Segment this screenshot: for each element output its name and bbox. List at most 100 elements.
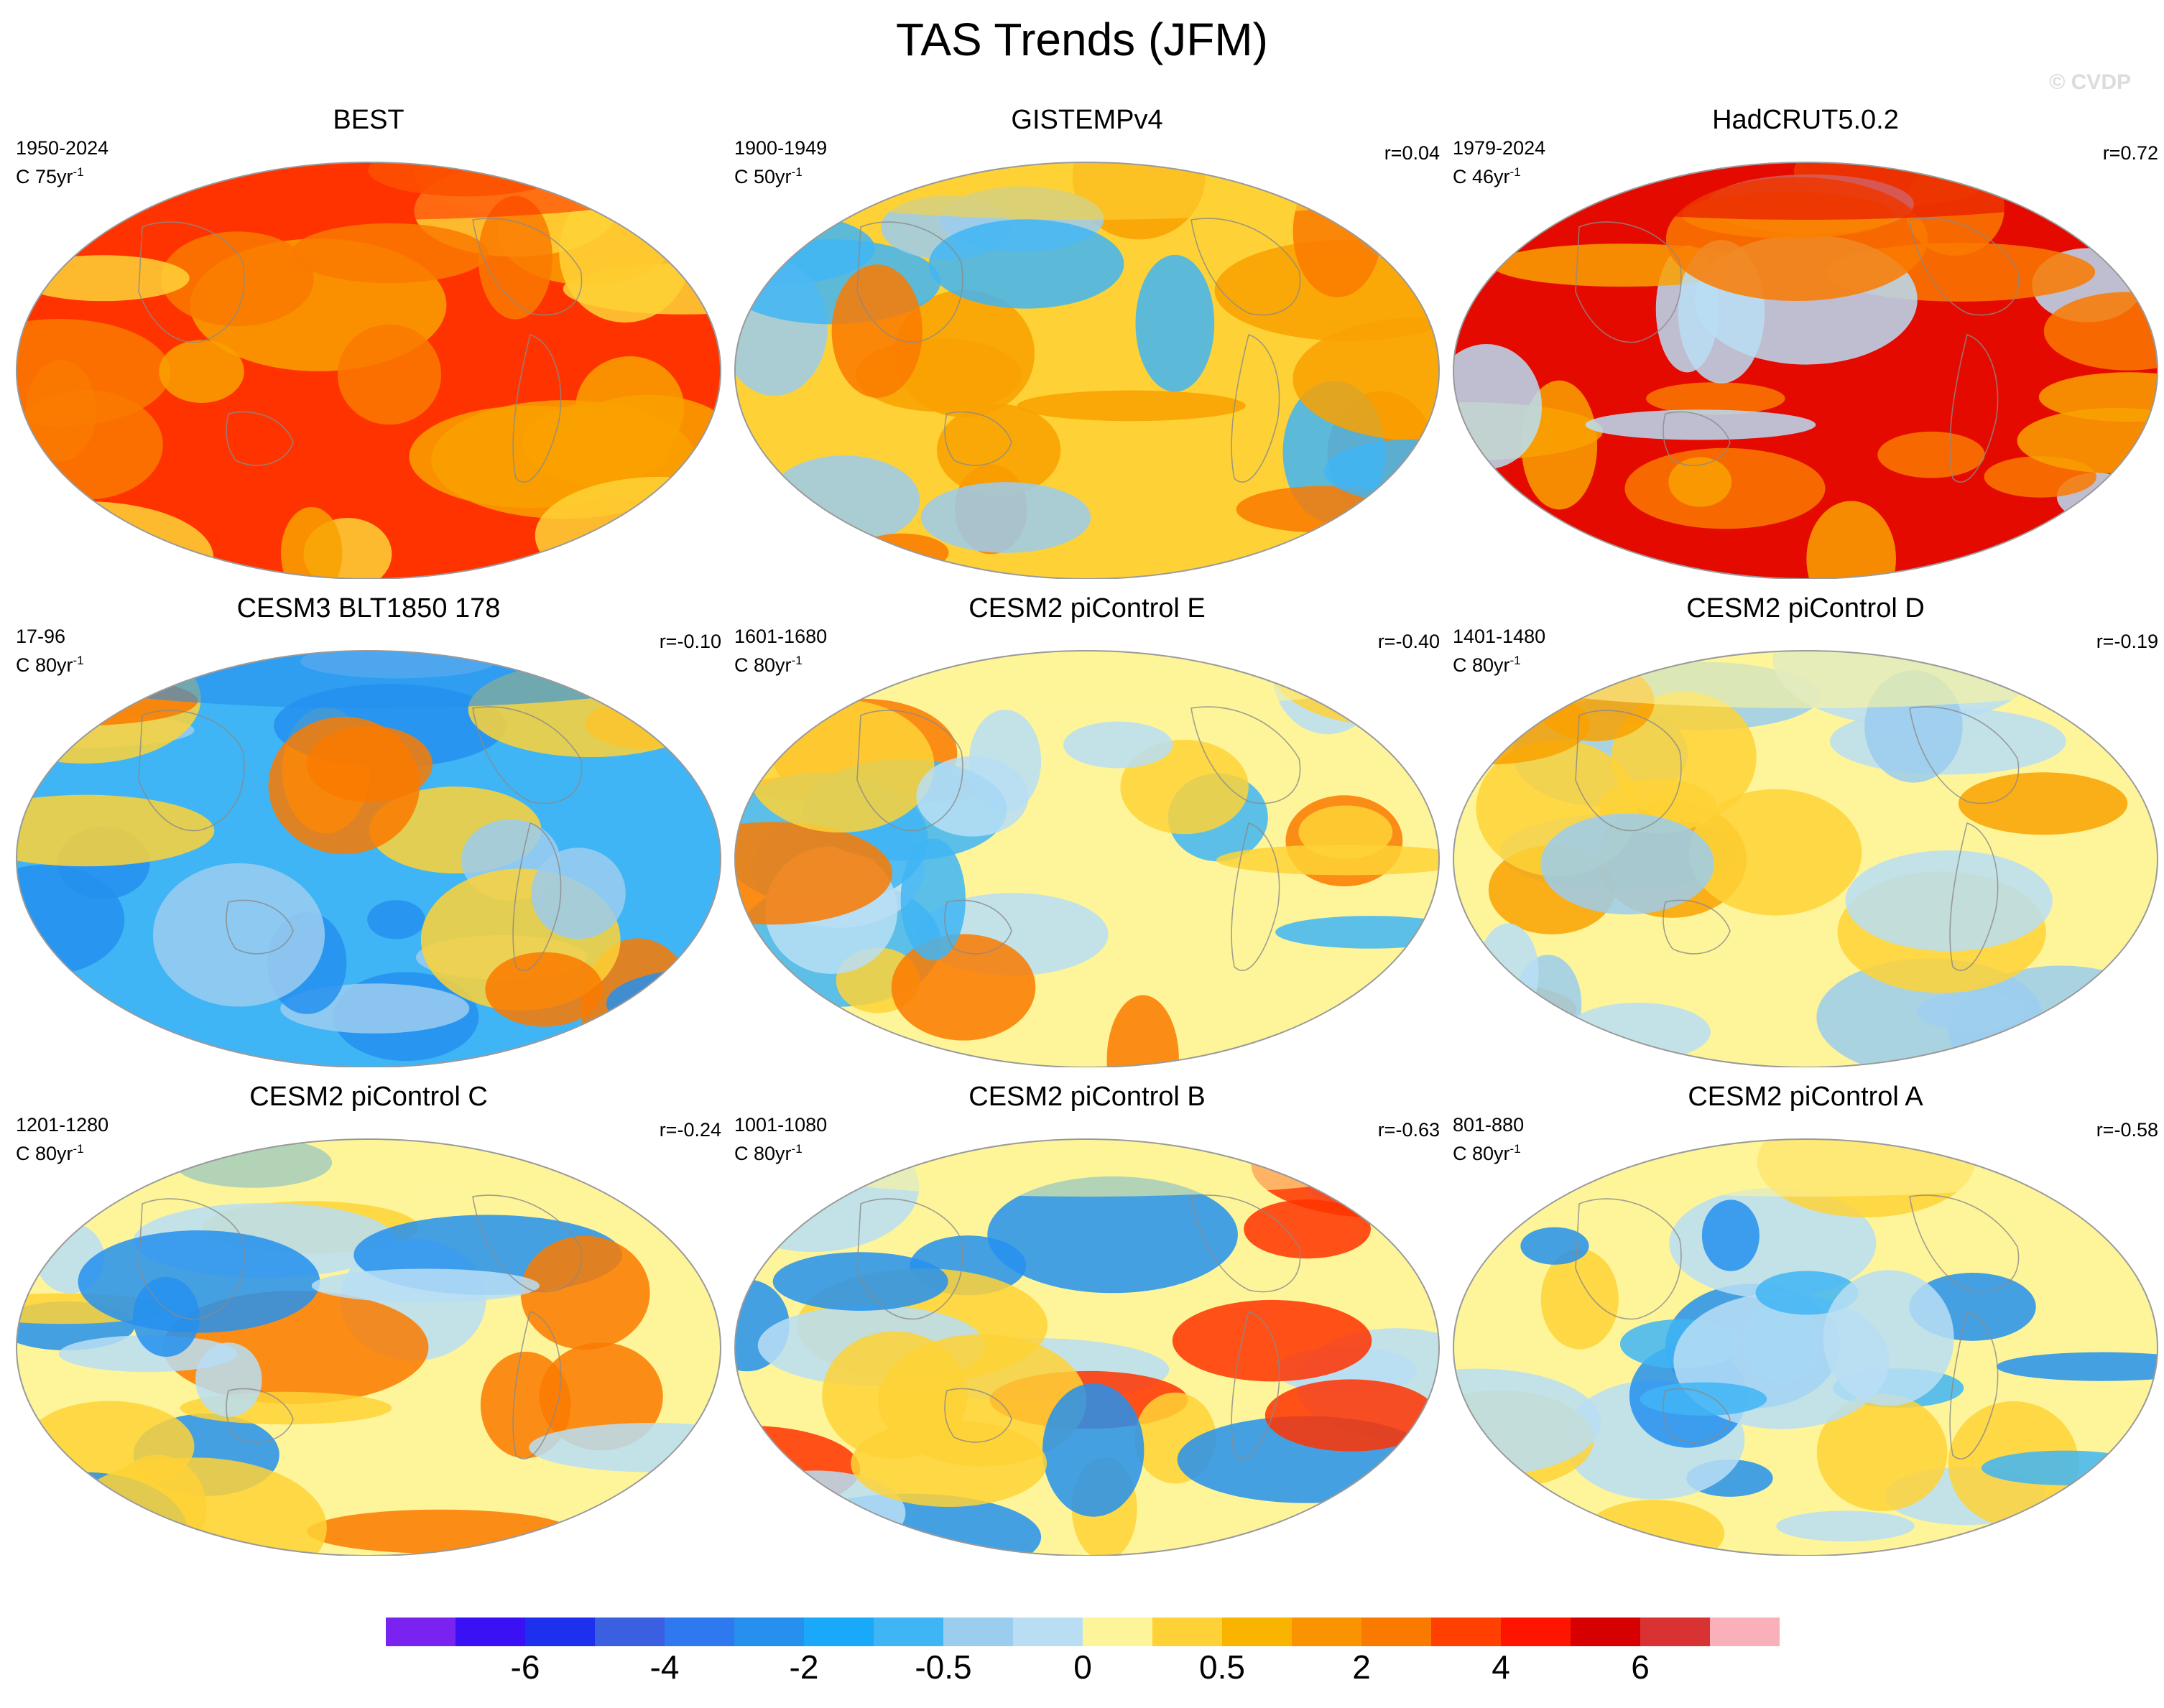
map-panel: CESM2 piControl A 801-880 C 80yr-1 r=-0.58: [1450, 1082, 2161, 1556]
colorbar-swatch: [1222, 1618, 1293, 1646]
world-map: [1453, 162, 2158, 579]
panel-units: C 75yr-1: [16, 161, 84, 188]
world-map: [734, 650, 1440, 1067]
colorbar-swatch: [456, 1618, 526, 1646]
panel-title: CESM2 piControl E: [968, 593, 1206, 623]
units-base: C: [1453, 166, 1472, 187]
world-map: [1453, 650, 2158, 1067]
colorbar-swatch: [1710, 1618, 1780, 1646]
colorbar-tick-label: -2: [789, 1648, 819, 1686]
panel-correlation: r=-0.40: [1377, 631, 1440, 652]
units-exponent: -1: [73, 165, 84, 179]
units-exponent: -1: [791, 654, 803, 667]
panel-correlation: r=0.04: [1384, 142, 1440, 164]
map-panel: CESM2 piControl D 1401-1480 C 80yr-1 r=-0.1…: [1450, 593, 2161, 1067]
colorbar: [386, 1618, 1780, 1646]
panel-title: BEST: [333, 105, 404, 135]
panel-units: C 80yr-1: [1453, 1138, 1521, 1165]
world-map: [1453, 1138, 2158, 1556]
units-exponent: -1: [1509, 654, 1521, 667]
units-base: C: [734, 654, 754, 676]
panel-units: C 80yr-1: [734, 649, 803, 677]
panel-title: GISTEMPv4: [1011, 105, 1163, 135]
units-exponent: -1: [791, 1142, 803, 1156]
map-panel: CESM3 BLT1850 178 17-96 C 80yr-1 r=-0.10: [13, 593, 724, 1067]
panel-period: 1401-1480: [1453, 626, 1546, 647]
world-map: [16, 1138, 721, 1556]
colorbar-swatch: [943, 1618, 1014, 1646]
panel-period: 1001-1080: [734, 1114, 828, 1136]
units-span: 50yr: [754, 166, 792, 187]
map-panel: BEST 1950-2024 C 75yr-1: [13, 105, 724, 579]
colorbar-swatch: [804, 1618, 874, 1646]
colorbar-tick-label: 2: [1352, 1648, 1371, 1686]
colorbar-swatch: [1571, 1618, 1641, 1646]
map-panel: CESM2 piControl E 1601-1680 C 80yr-1 r=-0.4…: [731, 593, 1443, 1067]
panel-period: 801-880: [1453, 1114, 1525, 1136]
world-map: [734, 1138, 1440, 1556]
panel-period: 1601-1680: [734, 626, 828, 647]
colorbar-swatch: [1431, 1618, 1502, 1646]
world-map: [16, 162, 721, 579]
colorbar-tick-label: 0: [1073, 1648, 1092, 1686]
panel-title: CESM2 piControl B: [968, 1082, 1206, 1112]
panel-title: CESM3 BLT1850 178: [236, 593, 501, 623]
colorbar-swatch: [734, 1618, 805, 1646]
units-base: C: [16, 166, 35, 187]
panel-period: 1979-2024: [1453, 137, 1546, 159]
units-base: C: [1453, 1143, 1472, 1164]
panel-title: CESM2 piControl D: [1686, 593, 1925, 623]
colorbar-swatch: [525, 1618, 596, 1646]
colorbar-swatch: [874, 1618, 944, 1646]
colorbar-tick-label: -0.5: [915, 1648, 972, 1686]
units-span: 75yr: [35, 166, 73, 187]
panel-title: CESM2 piControl C: [249, 1082, 488, 1112]
panel-correlation: r=-0.58: [2096, 1119, 2158, 1141]
units-exponent: -1: [1509, 165, 1521, 179]
panel-units: C 46yr-1: [1453, 161, 1521, 188]
colorbar-swatch: [595, 1618, 665, 1646]
panel-units: C 80yr-1: [734, 1138, 803, 1165]
units-span: 46yr: [1472, 166, 1510, 187]
watermark-logo: © CVDP: [2049, 70, 2131, 94]
units-base: C: [1453, 654, 1472, 676]
units-base: C: [16, 654, 35, 676]
colorbar-swatch: [386, 1618, 456, 1646]
units-span: 80yr: [754, 654, 792, 676]
units-span: 80yr: [1472, 1143, 1510, 1164]
colorbar-swatch: [1292, 1618, 1362, 1646]
units-span: 80yr: [1472, 654, 1510, 676]
colorbar-swatch: [1501, 1618, 1571, 1646]
panel-correlation: r=0.72: [2102, 142, 2158, 164]
map-panel: CESM2 piControl C 1201-1280 C 80yr-1 r=-0.2…: [13, 1082, 724, 1556]
panel-period: 1900-1949: [734, 137, 828, 159]
units-span: 80yr: [754, 1143, 792, 1164]
panel-period: 1201-1280: [16, 1114, 109, 1136]
units-span: 80yr: [35, 654, 73, 676]
units-base: C: [16, 1143, 35, 1164]
panel-title: HadCRUT5.0.2: [1712, 105, 1899, 135]
units-span: 80yr: [35, 1143, 73, 1164]
panel-units: C 80yr-1: [1453, 649, 1521, 677]
panel-correlation: r=-0.19: [2096, 631, 2158, 652]
units-exponent: -1: [791, 165, 803, 179]
units-base: C: [734, 166, 754, 187]
colorbar-swatch: [1013, 1618, 1083, 1646]
units-exponent: -1: [73, 1142, 84, 1156]
panel-period: 17-96: [16, 626, 66, 647]
colorbar-tick-label: 6: [1631, 1648, 1650, 1686]
world-map: [16, 650, 721, 1067]
panel-units: C 80yr-1: [16, 1138, 84, 1165]
panel-correlation: r=-0.63: [1377, 1119, 1440, 1141]
colorbar-tick-label: 4: [1492, 1648, 1510, 1686]
map-panel: GISTEMPv4 1900-1949 C 50yr-1 r=0.04: [731, 105, 1443, 579]
panel-title: CESM2 piControl A: [1688, 1082, 1923, 1112]
colorbar-swatch: [1083, 1618, 1153, 1646]
units-exponent: -1: [1509, 1142, 1521, 1156]
figure-title: TAS Trends (JFM): [896, 14, 1268, 65]
panel-units: C 80yr-1: [16, 649, 84, 677]
colorbar-tick-label: -6: [510, 1648, 540, 1686]
units-base: C: [734, 1143, 754, 1164]
colorbar-tick-label: 0.5: [1199, 1648, 1245, 1686]
colorbar-swatch: [1152, 1618, 1223, 1646]
